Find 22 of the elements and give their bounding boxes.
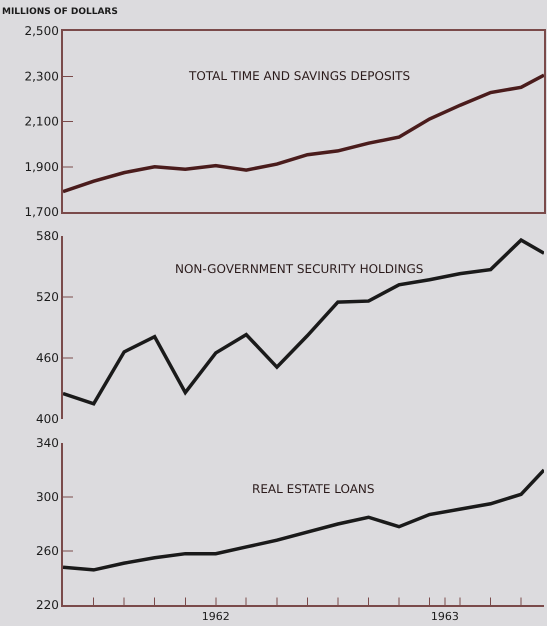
line-series [63, 468, 544, 572]
y-tick-label: 220 [36, 598, 59, 612]
y-tick-label: 260 [36, 544, 59, 558]
y-tick-label: 520 [36, 290, 59, 304]
y-tick-label: 340 [36, 436, 59, 450]
y-tick-label: 400 [36, 412, 59, 426]
y-tick-label: 2,300 [24, 69, 59, 84]
y-tick-label: 2,500 [24, 24, 59, 38]
text: REAL ESTATE LOANS [252, 482, 375, 496]
x-tick-label: 1963 [430, 610, 459, 623]
y-tick-label: 2,100 [24, 114, 59, 129]
y-tick-label: 1,900 [24, 160, 59, 174]
line-series [63, 238, 544, 406]
y-tick-label: 580 [36, 229, 59, 244]
y-tick-label: 300 [36, 490, 59, 504]
text: TOTAL TIME AND SAVINGS DEPOSITS [188, 69, 410, 83]
y-tick-label: 1,700 [24, 205, 59, 220]
y-axis-title: MILLIONS OF DOLLARS [2, 7, 118, 17]
line-series [63, 73, 544, 194]
y-tick-label: 460 [36, 351, 59, 366]
text: NON-GOVERNMENT SECURITY HOLDINGS [175, 262, 424, 276]
x-tick-label: 1962 [202, 610, 230, 623]
